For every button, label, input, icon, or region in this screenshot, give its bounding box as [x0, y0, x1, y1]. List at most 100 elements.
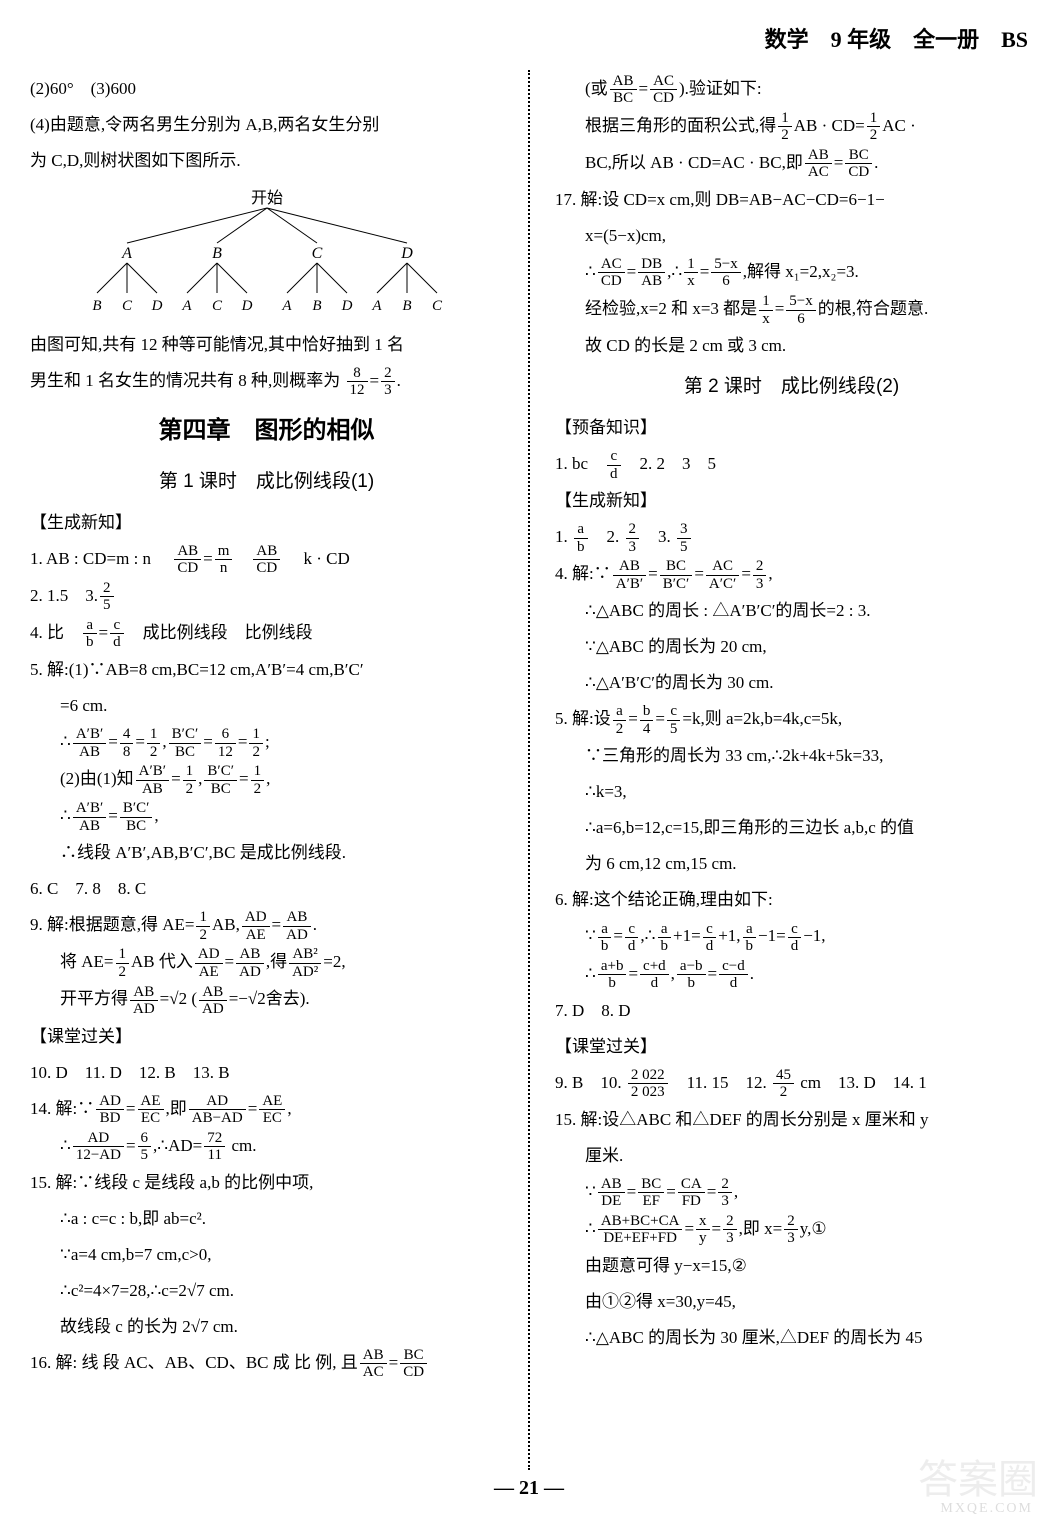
tree-diagram: 开始 A B C D B C D A C D — [30, 188, 503, 318]
fraction: ACCD — [650, 73, 677, 107]
text: cm. — [232, 1136, 257, 1155]
fraction: BCB′C′ — [660, 558, 693, 592]
text: 或 — [591, 79, 608, 98]
text: 由题意可得 y−x=15,② — [555, 1249, 1028, 1283]
fraction: a+bb — [598, 958, 627, 992]
fraction: ABDE — [598, 1176, 625, 1210]
text: (或ABBC=ACCD).验证如下: — [555, 72, 1028, 107]
fraction: B′C′BC — [169, 726, 202, 760]
svg-text:D: D — [150, 298, 162, 314]
text: 为 C,D,则树状图如下图所示. — [30, 144, 503, 178]
fraction: ADAE — [195, 946, 223, 980]
text: 经检验,x=2 和 x=3 都是 — [585, 299, 757, 318]
fraction: BCCD — [400, 1347, 427, 1381]
fraction: BCCD — [845, 147, 872, 181]
page-number: — 21 — — [0, 1470, 1058, 1506]
fraction: AB+BC+CADE+EF+FD — [598, 1213, 683, 1247]
section-label: 【生成新知】 — [30, 506, 503, 540]
fraction: B′C′BC — [120, 800, 153, 834]
fraction: cd — [788, 921, 802, 955]
watermark-url: MXQE.COM — [940, 1496, 1033, 1521]
fraction: 12 — [183, 763, 197, 797]
fraction: 12 — [116, 946, 130, 980]
text: 舍去 — [266, 989, 300, 1008]
text: 故线段 c 的长为 2√7 cm. — [30, 1310, 503, 1344]
text: 17. 解:设 CD=x cm,则 DB=AB−AC−CD=6−1− — [555, 183, 1028, 217]
fraction: ACCD — [598, 256, 625, 290]
text: ∵△ABC 的周长为 20 cm, — [555, 630, 1028, 664]
text: ∵ab=cd,∴ab+1=cd+1,ab−1=cd−1, — [555, 919, 1028, 954]
fraction: 7211 — [204, 1130, 225, 1164]
lesson-title: 第 2 课时 成比例线段(2) — [555, 368, 1028, 406]
fraction: AB²AD² — [289, 946, 321, 980]
fraction: a−bb — [677, 958, 706, 992]
fraction: AD12−AD — [73, 1130, 124, 1164]
text: 15. 解:∵线段 c 是线段 a,b 的比例中项, — [30, 1166, 503, 1200]
section-label: 【生成新知】 — [555, 484, 1028, 518]
text: (4)由题意,令两名男生分别为 A,B,两名女生分别 — [30, 108, 503, 142]
lesson-title: 第 1 课时 成比例线段(1) — [30, 463, 503, 501]
text: 根据三角形的面积公式,得12AB · CD=12AC · — [555, 109, 1028, 144]
text: ,解得 x₁=2,x₂=3. — [743, 262, 859, 281]
fraction: 1x — [759, 293, 773, 327]
text: 4. 解:∵ — [555, 564, 611, 583]
text: 5. 解:设a2=b4=c5=k,则 a=2k,b=4k,c=5k, — [555, 702, 1028, 737]
fraction: mn — [215, 543, 233, 577]
text: 9. B 10. 2 0222 023 11. 15 12. 452 cm 13… — [555, 1066, 1028, 1101]
text: 9. B 10. — [555, 1073, 622, 1092]
section-label: 【预备知识】 — [555, 411, 1028, 445]
text: 2. 2 3 5 — [623, 454, 717, 473]
text: ,即 x= — [739, 1219, 783, 1238]
svg-text:C: C — [211, 298, 222, 314]
text: ∴a : c=c : b,即 ab=c². — [30, 1202, 503, 1236]
fraction: 23 — [723, 1213, 737, 1247]
fraction: 23 — [718, 1176, 732, 1210]
text: ∴k=3, — [555, 775, 1028, 809]
fraction: a2 — [613, 703, 627, 737]
fraction: 812 — [347, 365, 368, 399]
fraction: ADBD — [96, 1093, 124, 1127]
fraction: 12 — [196, 909, 210, 943]
left-column: (2)60° (3)600 (4)由题意,令两名男生分别为 A,B,两名女生分别… — [30, 70, 503, 1470]
text: 16. 解: 线 段 AC、AB、CD、BC 成 比 例, 且 — [30, 1353, 358, 1372]
text: 开平方得ABAD=√2 (ABAD=−√2舍去). — [30, 982, 503, 1017]
svg-text:B: B — [402, 298, 411, 314]
text: x=(5−x)cm, — [555, 219, 1028, 253]
fraction: 5−x6 — [711, 256, 740, 290]
text: ∴AD12−AD=65,∴AD=7211 cm. — [30, 1129, 503, 1164]
text: 1. AB : CD=m : n ABCD=mn ABCD k · CD — [30, 542, 503, 577]
fraction: cd — [110, 617, 124, 651]
text: 2. — [590, 527, 620, 546]
text: 2. 1.5 3.25 — [30, 579, 503, 614]
fraction: b4 — [640, 703, 654, 737]
text: 开平方得 — [60, 989, 128, 1008]
fraction: 12 — [867, 110, 881, 144]
svg-text:D: D — [240, 298, 252, 314]
fraction: ABBC — [610, 73, 637, 107]
fraction: ADAE — [242, 909, 270, 943]
text: 男生和 1 名女生的情况共有 8 种,则概率为 812=23. — [30, 364, 503, 399]
text: ∴△ABC 的周长为 30 厘米,△DEF 的周长为 45 — [555, 1321, 1028, 1355]
text: =6 cm. — [30, 689, 503, 723]
fraction: 48 — [120, 726, 134, 760]
fraction: ab — [83, 617, 97, 651]
text: 4. 解:∵ABA′B′=BCB′C′=ACA′C′=23, — [555, 557, 1028, 592]
text: ∴△ABC 的周长 : △A′B′C′的周长=2 : 3. — [555, 594, 1028, 628]
fraction: ABAD — [283, 909, 311, 943]
svg-text:D: D — [400, 245, 413, 262]
text: 1. — [555, 527, 568, 546]
fraction: AEEC — [259, 1093, 285, 1127]
text: ∴△A′B′C′的周长为 30 cm. — [555, 666, 1028, 700]
fraction: 23 — [753, 558, 767, 592]
text: AB 代入 — [131, 952, 193, 971]
fraction: 1x — [684, 256, 698, 290]
text: 7. D 8. D — [555, 994, 1028, 1028]
text: 故 CD 的长是 2 cm 或 3 cm. — [555, 329, 1028, 363]
fraction: 5−x6 — [786, 293, 815, 327]
svg-text:B: B — [92, 298, 101, 314]
text: cm 13. D 14. 1 — [800, 1073, 927, 1092]
fraction: cd — [625, 921, 639, 955]
fraction: 612 — [215, 726, 236, 760]
text: BC,所以 AB · CD=AC · BC,即ABAC=BCCD. — [555, 146, 1028, 181]
chapter-title: 第四章 图形的相似 — [30, 407, 503, 455]
